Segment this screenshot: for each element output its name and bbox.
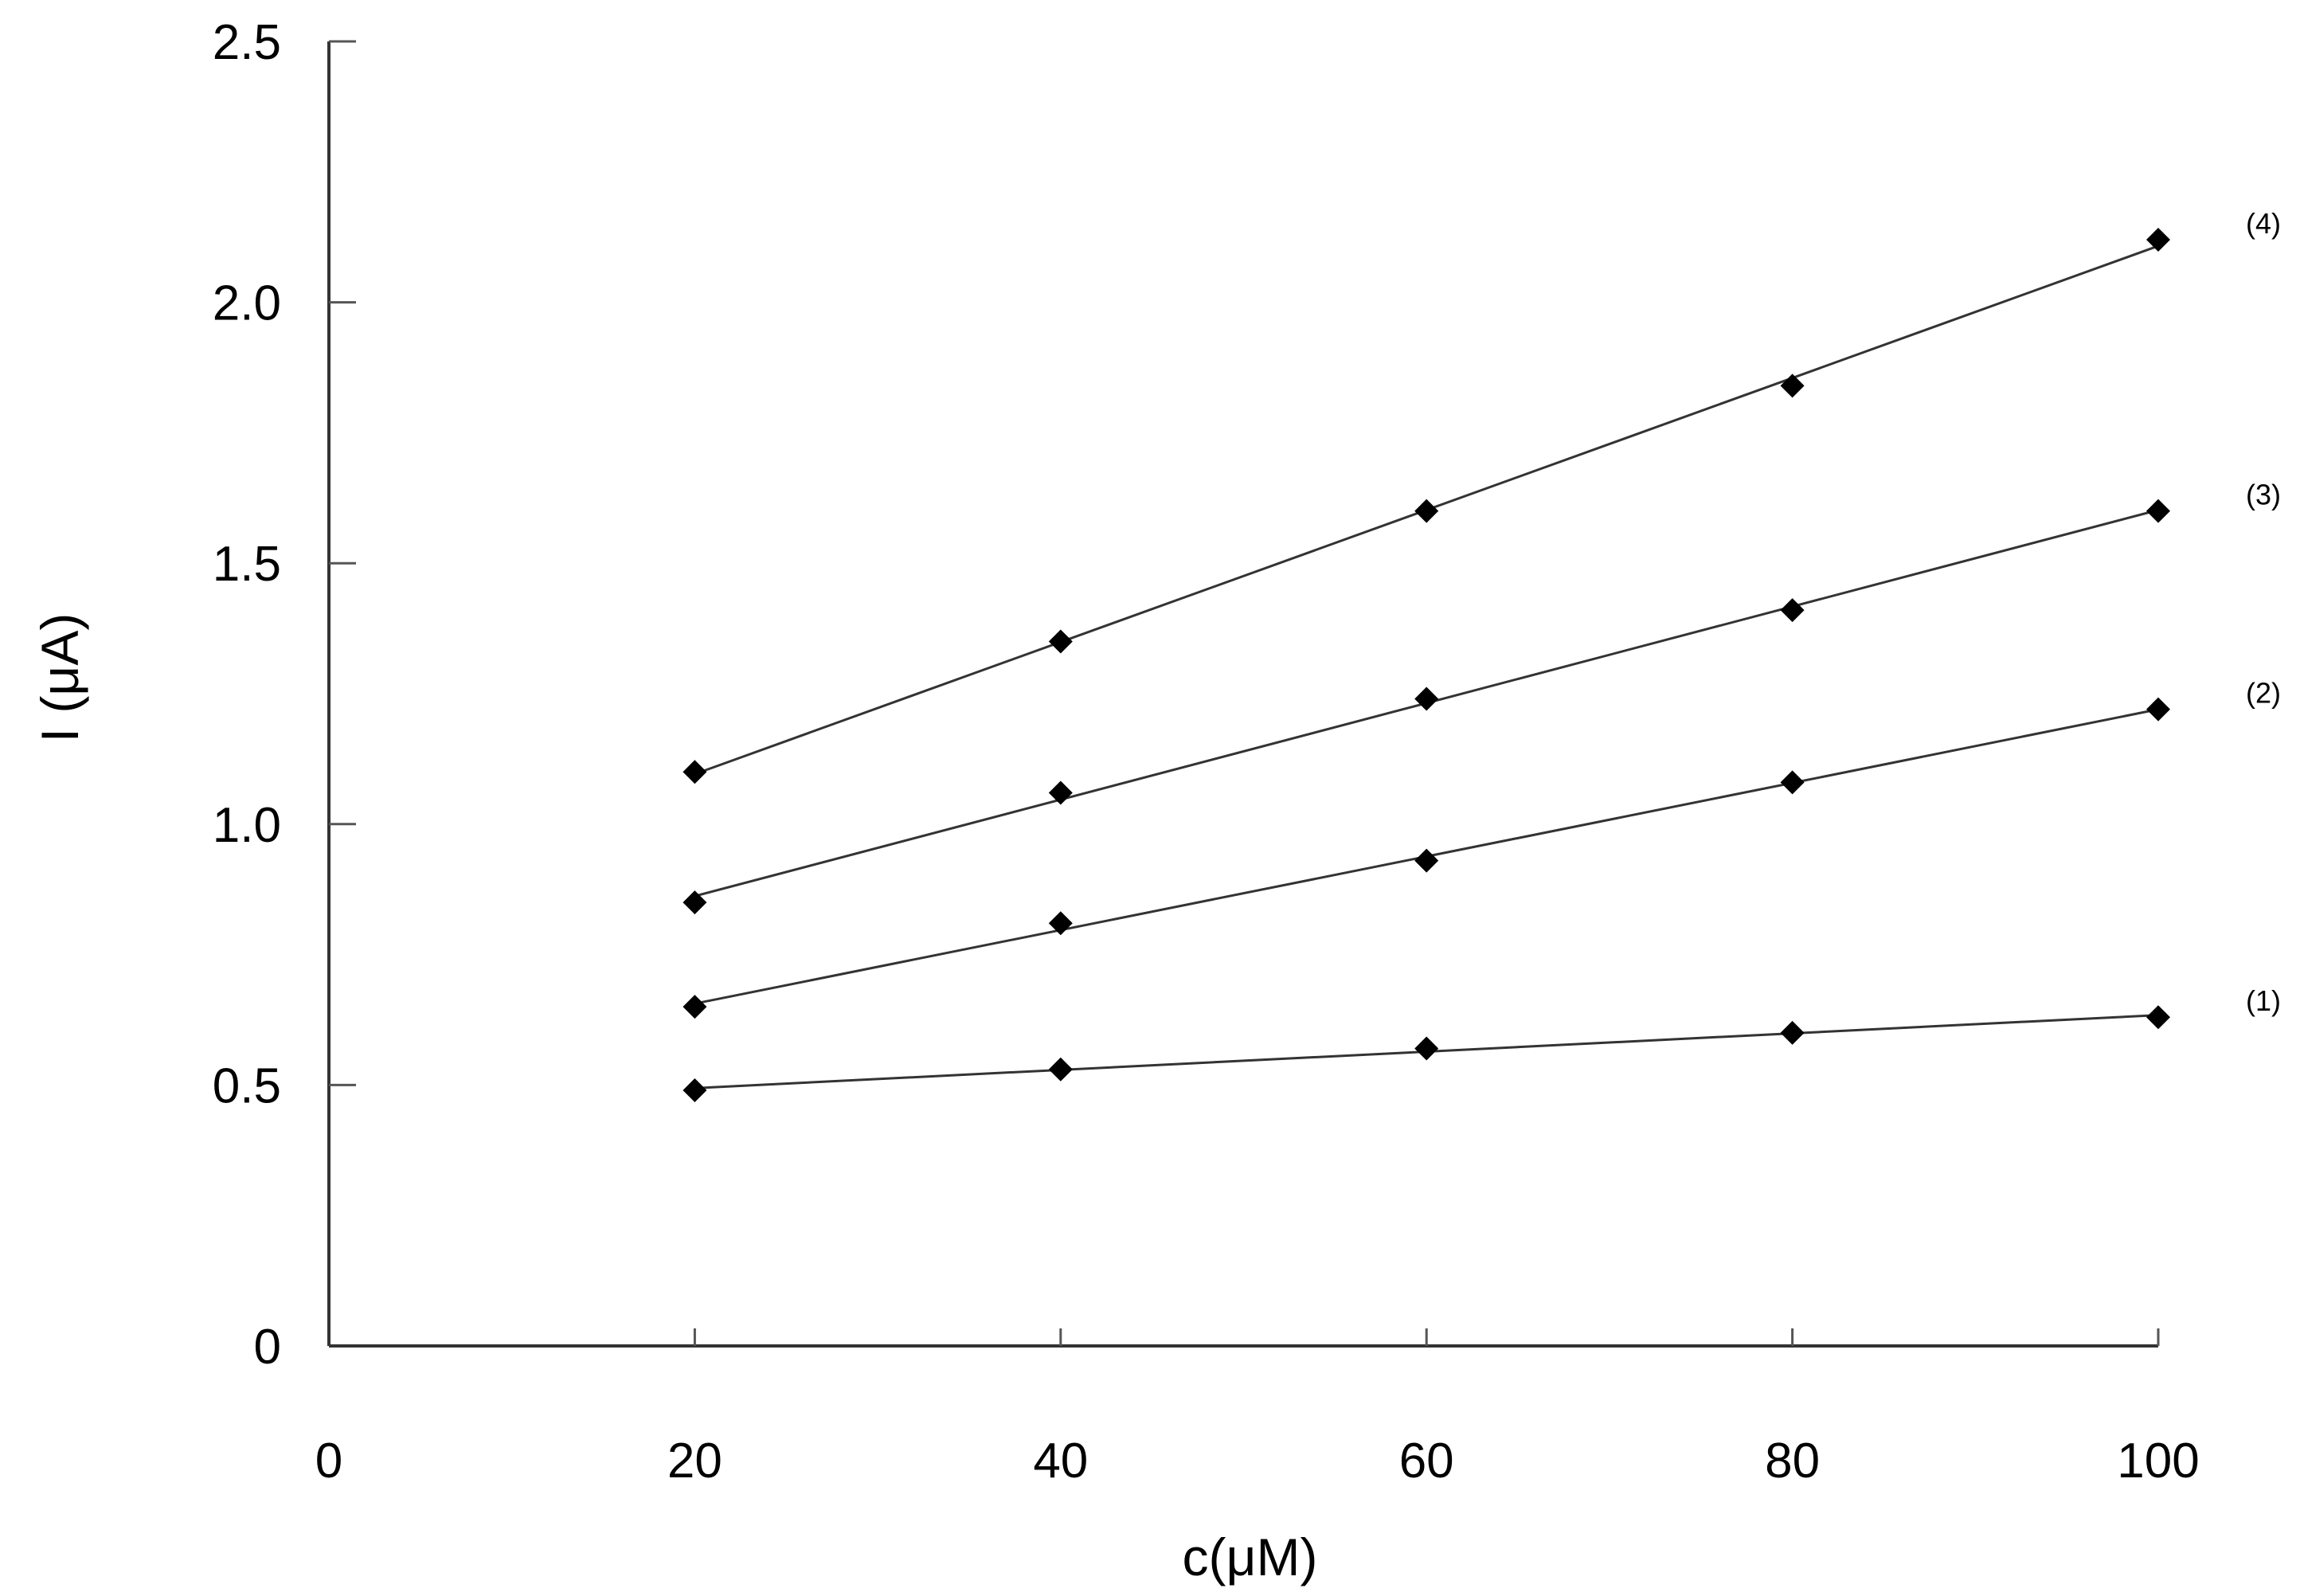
y-tick-label: 1.5 — [213, 537, 281, 592]
y-ticks: 0 0.5 1.0 1.5 2.0 2.5 — [213, 15, 356, 1375]
axes — [327, 41, 2158, 1348]
data-point — [1414, 499, 1439, 523]
x-axis-title: c(μM) — [1183, 1528, 1318, 1586]
y-tick-label: 0.5 — [213, 1058, 281, 1113]
data-point — [1780, 770, 1805, 795]
data-point — [2146, 499, 2170, 523]
series-4: (4) — [683, 207, 2281, 784]
series-group: (1) (2) (3) (4) — [683, 207, 2281, 1102]
y-tick-label: 0 — [254, 1320, 281, 1375]
data-point — [1414, 687, 1439, 711]
data-point — [1048, 911, 1073, 936]
data-point — [683, 760, 707, 784]
x-tick-label: 80 — [1765, 1434, 1820, 1488]
x-ticks: 0 20 40 60 80 100 — [315, 1328, 2200, 1488]
data-point — [1780, 374, 1805, 398]
y-axis-title: I (μA) — [30, 613, 89, 743]
data-point — [1414, 848, 1439, 873]
y-tick-label: 2.0 — [213, 276, 281, 331]
x-tick-label: 0 — [315, 1434, 342, 1488]
series-label: (2) — [2246, 677, 2281, 710]
data-point — [683, 1078, 707, 1102]
data-point — [1414, 1036, 1439, 1061]
data-point — [2146, 227, 2170, 252]
x-tick-label: 100 — [2117, 1434, 2199, 1488]
series-label: (3) — [2246, 479, 2281, 511]
data-point — [2146, 697, 2170, 722]
data-point — [683, 995, 707, 1019]
series-label: (4) — [2246, 207, 2281, 240]
series-label: (1) — [2246, 984, 2281, 1017]
data-point — [1780, 598, 1805, 623]
x-tick-label: 20 — [667, 1434, 722, 1488]
data-point — [2146, 1005, 2170, 1030]
data-point — [1048, 629, 1073, 654]
data-point — [1048, 1057, 1073, 1082]
data-point — [683, 890, 707, 915]
x-tick-label: 40 — [1033, 1434, 1088, 1488]
y-tick-label: 2.5 — [213, 15, 281, 70]
series-3: (3) — [683, 479, 2281, 915]
series-1: (1) — [683, 984, 2281, 1102]
data-point — [1048, 780, 1073, 805]
x-tick-label: 60 — [1399, 1434, 1454, 1488]
series-2: (2) — [683, 677, 2281, 1019]
data-point — [1780, 1020, 1805, 1045]
y-tick-label: 1.0 — [213, 798, 281, 853]
